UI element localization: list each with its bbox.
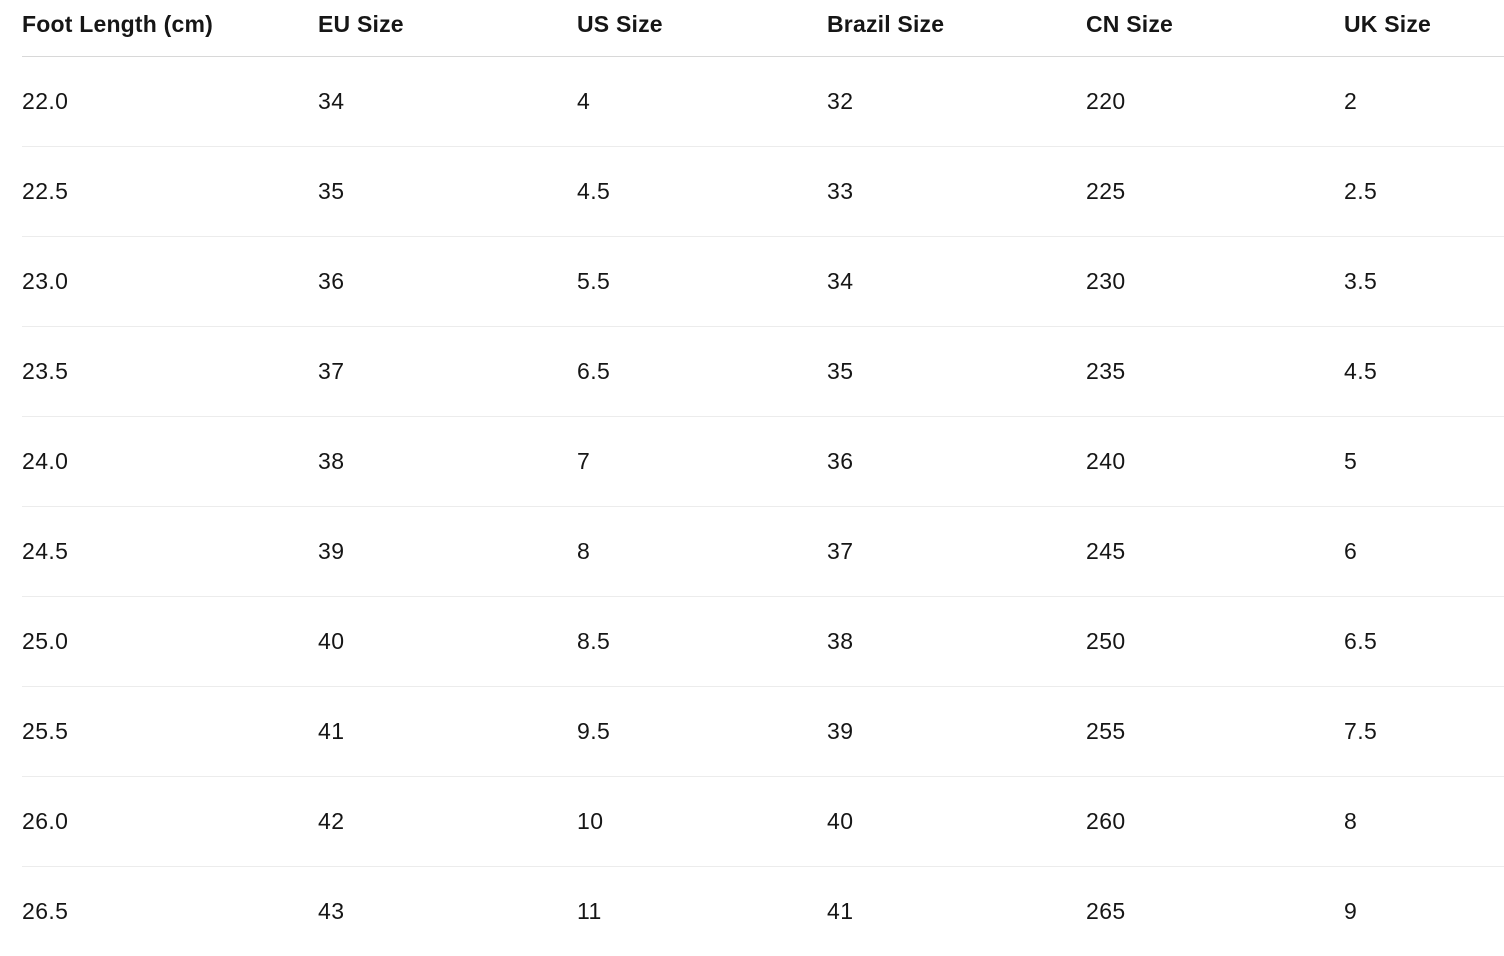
- table-cell: 9: [1344, 866, 1504, 956]
- table-row: 22.0 34 4 32 220 2: [22, 56, 1504, 147]
- table-cell: 230: [1086, 236, 1344, 327]
- table-cell: 22.5: [22, 146, 318, 237]
- table-cell: 235: [1086, 326, 1344, 417]
- table-cell: 36: [318, 236, 577, 327]
- table-cell: 8.5: [577, 596, 827, 687]
- table-cell: 6: [1344, 506, 1504, 597]
- table-row: 26.0 42 10 40 260 8: [22, 776, 1504, 867]
- column-header-us-size: US Size: [577, 0, 827, 57]
- table-cell: 24.5: [22, 506, 318, 597]
- table-cell: 245: [1086, 506, 1344, 597]
- table-cell: 35: [827, 326, 1086, 417]
- column-header-brazil-size: Brazil Size: [827, 0, 1086, 57]
- column-header-eu-size: EU Size: [318, 0, 577, 57]
- column-header-foot-length-cm: Foot Length (cm): [22, 0, 318, 57]
- table-cell: 22.0: [22, 56, 318, 147]
- table-cell: 220: [1086, 56, 1344, 147]
- table-cell: 9.5: [577, 686, 827, 777]
- table-cell: 23.0: [22, 236, 318, 327]
- table-body: 22.0 34 4 32 220 2 22.5 35 4.5 33 225 2.5 23.0 36 5.5 3…: [22, 56, 1504, 956]
- table-cell: 40: [827, 776, 1086, 867]
- table-cell: 3.5: [1344, 236, 1504, 327]
- table-cell: 7: [577, 416, 827, 507]
- table-cell: 39: [318, 506, 577, 597]
- table-row: 24.5 39 8 37 245 6: [22, 506, 1504, 597]
- table-cell: 35: [318, 146, 577, 237]
- table-cell: 43: [318, 866, 577, 956]
- table-cell: 42: [318, 776, 577, 867]
- table-cell: 26.0: [22, 776, 318, 867]
- table-cell: 8: [1344, 776, 1504, 867]
- table-cell: 32: [827, 56, 1086, 147]
- column-header-uk-size: UK Size: [1344, 0, 1504, 57]
- table-cell: 225: [1086, 146, 1344, 237]
- table-cell: 265: [1086, 866, 1344, 956]
- table-cell: 2.5: [1344, 146, 1504, 237]
- table-cell: 4: [577, 56, 827, 147]
- table-cell: 38: [827, 596, 1086, 687]
- table-row: 23.0 36 5.5 34 230 3.5: [22, 236, 1504, 327]
- table-cell: 36: [827, 416, 1086, 507]
- table-cell: 25.5: [22, 686, 318, 777]
- table-cell: 2: [1344, 56, 1504, 147]
- table-cell: 6.5: [1344, 596, 1504, 687]
- table-cell: 11: [577, 866, 827, 956]
- header-row: Foot Length (cm) EU Size US Size Brazil Siz…: [22, 0, 1504, 57]
- table-cell: 39: [827, 686, 1086, 777]
- table-cell: 37: [827, 506, 1086, 597]
- table-row: 24.0 38 7 36 240 5: [22, 416, 1504, 507]
- column-header-cn-size: CN Size: [1086, 0, 1344, 57]
- table-cell: 37: [318, 326, 577, 417]
- table-cell: 5: [1344, 416, 1504, 507]
- table-cell: 26.5: [22, 866, 318, 956]
- table-cell: 41: [827, 866, 1086, 956]
- table-cell: 33: [827, 146, 1086, 237]
- table-cell: 260: [1086, 776, 1344, 867]
- table-cell: 7.5: [1344, 686, 1504, 777]
- table-cell: 250: [1086, 596, 1344, 687]
- table-cell: 255: [1086, 686, 1344, 777]
- table-row: 23.5 37 6.5 35 235 4.5: [22, 326, 1504, 417]
- table-cell: 23.5: [22, 326, 318, 417]
- size-conversion-table-container: Foot Length (cm) EU Size US Size Brazil Siz…: [22, 0, 1504, 956]
- table-cell: 34: [827, 236, 1086, 327]
- table-cell: 40: [318, 596, 577, 687]
- table-cell: 34: [318, 56, 577, 147]
- table-cell: 8: [577, 506, 827, 597]
- table-cell: 25.0: [22, 596, 318, 687]
- table-row: 26.5 43 11 41 265 9: [22, 866, 1504, 956]
- table-cell: 240: [1086, 416, 1344, 507]
- size-conversion-table: Foot Length (cm) EU Size US Size Brazil Siz…: [22, 0, 1504, 956]
- table-cell: 5.5: [577, 236, 827, 327]
- table-cell: 41: [318, 686, 577, 777]
- table-row: 25.0 40 8.5 38 250 6.5: [22, 596, 1504, 687]
- table-row: 25.5 41 9.5 39 255 7.5: [22, 686, 1504, 777]
- table-cell: 4.5: [577, 146, 827, 237]
- table-row: 22.5 35 4.5 33 225 2.5: [22, 146, 1504, 237]
- table-cell: 6.5: [577, 326, 827, 417]
- table-cell: 10: [577, 776, 827, 867]
- table-cell: 24.0: [22, 416, 318, 507]
- table-cell: 38: [318, 416, 577, 507]
- table-cell: 4.5: [1344, 326, 1504, 417]
